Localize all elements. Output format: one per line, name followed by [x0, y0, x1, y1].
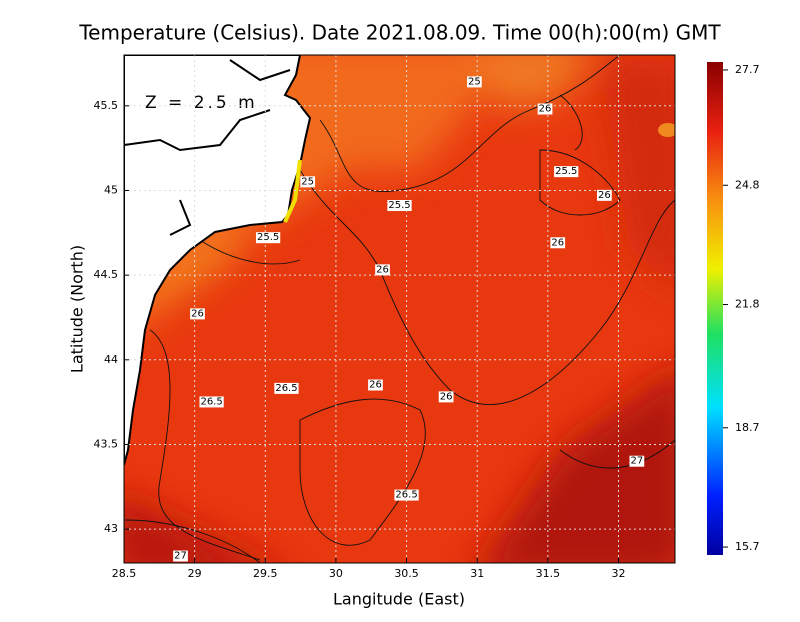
colorbar-tick-label: 21.8 [735, 298, 760, 311]
contour-label-box [274, 382, 299, 394]
warm-spot [658, 123, 675, 137]
colorbar [707, 62, 723, 555]
contour-label: 26.5 [200, 396, 222, 407]
contour-label-box [199, 396, 224, 408]
contour-label: 26 [369, 380, 382, 391]
contour-label-box [190, 308, 205, 320]
contour-label-box [394, 489, 419, 501]
y-axis-label: Latitude (North) [68, 245, 87, 373]
colorbar-tick-label: 18.7 [735, 421, 760, 434]
contour-label: 26 [539, 103, 552, 114]
contour-label: 26 [551, 237, 564, 248]
x-tick-label: 31.5 [536, 567, 561, 580]
contour-label-box [375, 264, 390, 276]
y-tick-label: 45.5 [94, 99, 119, 112]
contour-label: 25 [468, 76, 481, 87]
land [124, 55, 312, 466]
contour-label-box [173, 550, 188, 562]
depth-annotation: Z = 2.5 m [145, 93, 258, 113]
contour-label-box [387, 200, 412, 212]
x-tick-label: 31 [470, 567, 484, 580]
title: Temperature (Celsius). Date 2021.08.09. … [78, 21, 721, 45]
contour-label-box [368, 379, 383, 391]
contour-label: 25 [301, 176, 314, 187]
x-tick-label: 30 [329, 567, 343, 580]
contour-label: 26 [376, 264, 389, 275]
contour-label: 26 [191, 308, 204, 319]
contour-label: 26.5 [395, 490, 417, 501]
contours [124, 55, 675, 563]
colorbar-tick-label: 15.7 [735, 540, 760, 553]
contour-labels: 25 26 25.5 26 25 25.5 26 25.5 26 26 26.5 26 26 26.5 26… [173, 76, 645, 562]
contour-label: 26 [598, 190, 611, 201]
colorbar-tick-label: 24.8 [735, 178, 760, 191]
x-tick-label: 28.5 [112, 567, 137, 580]
contour-label-box [255, 232, 281, 244]
x-tick-label: 29.5 [253, 567, 278, 580]
y-tick-label: 45 [104, 183, 118, 196]
contour-label-box [438, 391, 454, 403]
contour-label-box [550, 237, 566, 249]
contour-label-box [467, 76, 482, 88]
y-tick-label: 43.5 [94, 437, 119, 450]
grid [123, 55, 675, 563]
land-borders [124, 59, 291, 236]
contour-label: 25.5 [388, 200, 410, 211]
axes: 28.5 29 29.5 30 30.5 31 31.5 32 43 43.5 44 44.5 45 45… [94, 63, 760, 580]
contour-label: 26 [440, 391, 453, 402]
coastal-cool-band [283, 159, 302, 223]
colorbar-tick-label: 27.7 [735, 63, 760, 76]
contour-label-box [554, 166, 579, 178]
plot-frame [123, 54, 676, 564]
contour-label: 26.5 [275, 383, 297, 394]
x-axis-label: Langitude (East) [333, 590, 465, 609]
x-tick-label: 29 [188, 567, 202, 580]
y-tick-label: 44 [104, 353, 118, 366]
contour-label: 27 [630, 456, 643, 467]
contour-label: 25.5 [257, 232, 279, 243]
contour-label: 27 [174, 551, 187, 562]
contour-label-box [537, 103, 553, 115]
x-tick-label: 30.5 [394, 567, 419, 580]
contour-label-box [300, 176, 316, 188]
contour-label: 25.5 [555, 166, 577, 177]
y-tick-label: 44.5 [94, 268, 119, 281]
contour-label-box [596, 189, 612, 201]
x-tick-label: 32 [611, 567, 625, 580]
field [124, 55, 675, 563]
contour-label-box [629, 455, 645, 467]
y-tick-label: 43 [104, 522, 118, 535]
